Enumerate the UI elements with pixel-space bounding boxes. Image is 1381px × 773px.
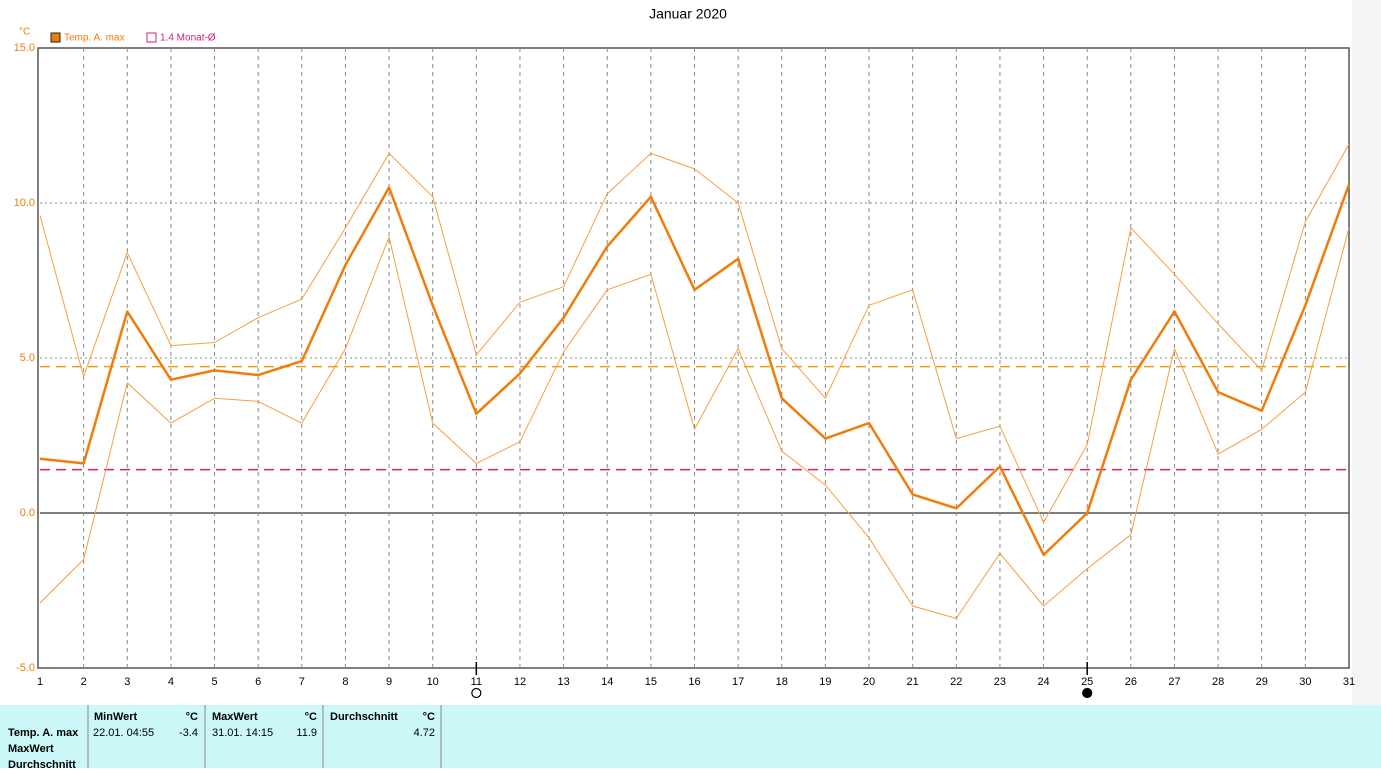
y-unit: °C (19, 27, 30, 38)
side-panel (1352, 0, 1381, 705)
y-tick-label: 5.0 (20, 352, 35, 364)
x-tick-label: 25 (1081, 676, 1093, 688)
stats-panel (0, 705, 1381, 768)
series-line (39, 227, 1350, 619)
series-line (39, 143, 1350, 523)
x-tick-label: 12 (514, 676, 526, 688)
y-tick-label: 0.0 (20, 507, 35, 519)
x-tick-label: 16 (688, 676, 700, 688)
legend-swatch (146, 32, 157, 43)
y-tick-label: 10.0 (14, 197, 35, 209)
legend-swatch (50, 32, 61, 43)
x-tick-label: 9 (386, 676, 392, 688)
x-tick-label: 10 (427, 676, 439, 688)
stats-cell: 11.9 (296, 727, 317, 739)
x-tick-label: 22 (950, 676, 962, 688)
stats-header: °C (423, 711, 435, 723)
x-tick-label: 14 (601, 676, 613, 688)
x-tick-label: 28 (1212, 676, 1224, 688)
stats-header: °C (186, 711, 198, 723)
stats-cell: 31.01. 14:15 (212, 727, 273, 739)
x-tick-label: 26 (1125, 676, 1137, 688)
x-tick-label: 31 (1343, 676, 1355, 688)
legend-label: 1.4 Monat-Ø (160, 33, 216, 44)
stats-cell: -3.4 (179, 727, 198, 739)
x-tick-label: 24 (1037, 676, 1049, 688)
stats-header: Durchschnitt (330, 711, 398, 723)
x-tick-label: 4 (168, 676, 174, 688)
y-tick-label: 15.0 (14, 42, 35, 54)
x-tick-label: 30 (1299, 676, 1311, 688)
moon-marker (471, 687, 482, 699)
legend-label: Temp. A. max (64, 33, 125, 44)
x-tick-label: 23 (994, 676, 1006, 688)
x-tick-label: 21 (907, 676, 919, 688)
row-label: Temp. A. max (8, 727, 79, 739)
x-tick-label: 3 (124, 676, 130, 688)
x-tick-label: 7 (299, 676, 305, 688)
stats-header: °C (305, 711, 317, 723)
x-tick-label: 13 (557, 676, 569, 688)
stats-cell: 4.72 (414, 727, 435, 739)
y-tick-label: -5.0 (16, 662, 35, 674)
x-tick-label: 18 (776, 676, 788, 688)
x-tick-label: 2 (81, 676, 87, 688)
plot-frame (37, 47, 1350, 669)
x-tick-label: 1 (37, 676, 43, 688)
x-tick-label: 15 (645, 676, 657, 688)
stats-cell: 22.01. 04:55 (93, 727, 154, 739)
x-tick-label: 8 (342, 676, 348, 688)
x-tick-label: 17 (732, 676, 744, 688)
moon-marker (1082, 687, 1093, 699)
row-label: Durchschnitt (8, 759, 76, 768)
stats-header: MinWert (94, 711, 138, 723)
x-tick-label: 19 (819, 676, 831, 688)
row-label: MaxWert (8, 743, 54, 755)
stats-header: MaxWert (212, 711, 258, 723)
x-tick-label: 11 (471, 676, 482, 688)
series-line (39, 183, 1351, 557)
x-tick-label: 20 (863, 676, 875, 688)
x-tick-label: 29 (1256, 676, 1268, 688)
x-tick-label: 6 (255, 676, 261, 688)
chart-title: Januar 2020 (649, 6, 727, 22)
x-tick-label: 5 (211, 676, 217, 688)
x-tick-label: 27 (1168, 676, 1180, 688)
